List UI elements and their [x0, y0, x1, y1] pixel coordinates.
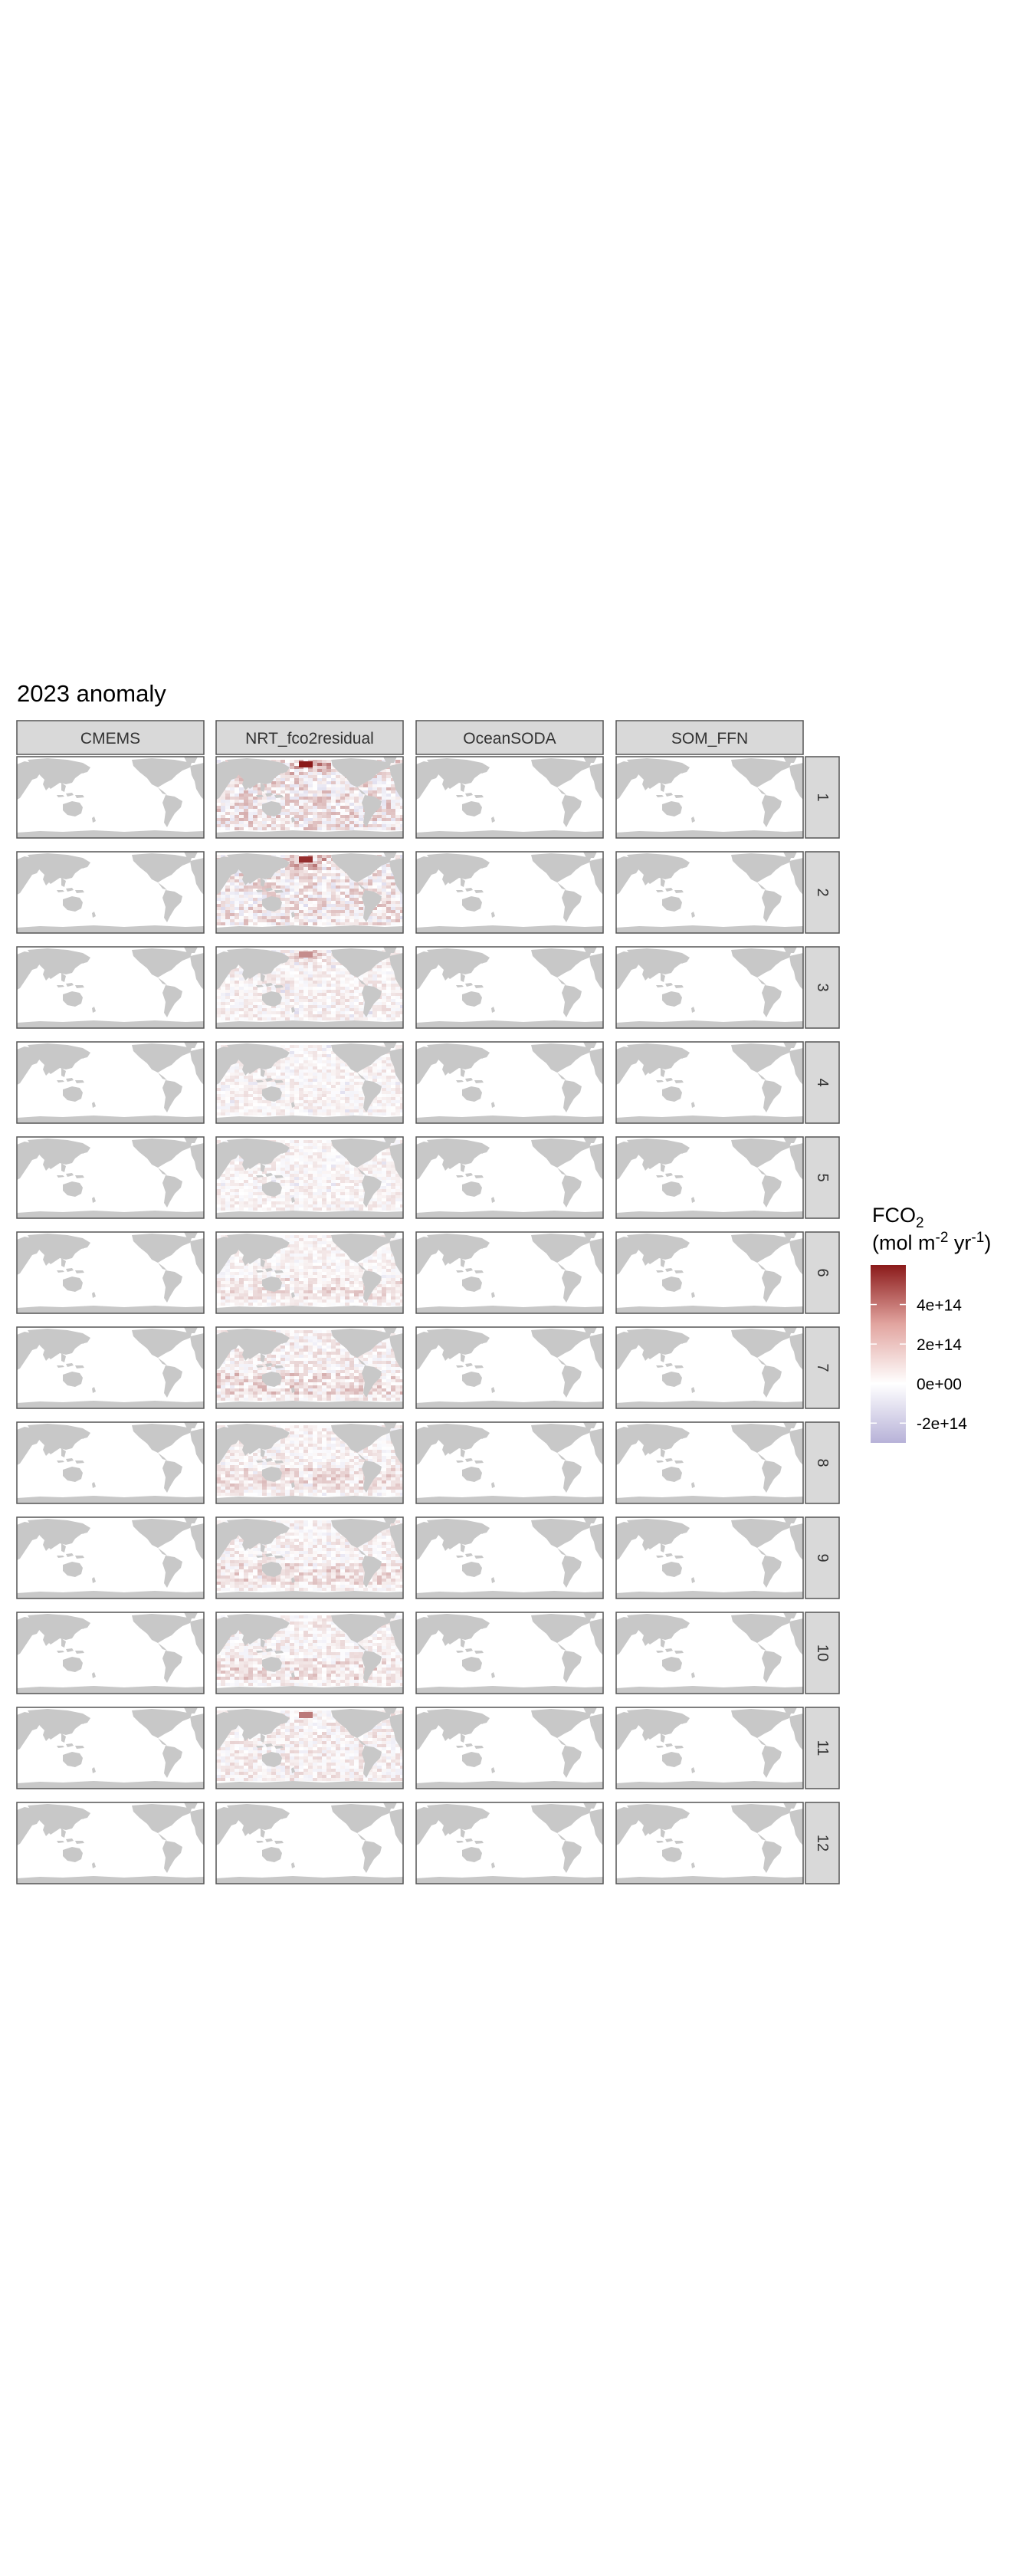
- map-panel-cmems-month-7: [16, 1326, 205, 1409]
- map-panel-cmems-month-11: [16, 1707, 205, 1789]
- facet-strip-month-10: 10: [805, 1612, 840, 1694]
- map-panel-oceansoda-month-11: [415, 1707, 604, 1789]
- anomaly-hotspot: [299, 761, 313, 767]
- anomaly-field: [216, 1045, 403, 1116]
- facet-row-label: 8: [814, 1458, 831, 1467]
- facet-strip-month-2: 2: [805, 851, 840, 934]
- map-panel-som_ffn-month-7: [615, 1326, 804, 1409]
- map-panel-som_ffn-month-10: [615, 1612, 804, 1694]
- facet-strip-month-4: 4: [805, 1041, 840, 1124]
- legend-tick-label: 2e+14: [917, 1336, 962, 1354]
- map-panel-som_ffn-month-9: [615, 1516, 804, 1599]
- facet-row-label: 6: [814, 1268, 831, 1276]
- map-panel-som_ffn-month-2: [615, 851, 804, 934]
- map-panel-nrt_fco2residual-month-8: [215, 1421, 404, 1504]
- facet-strip-som_ffn: SOM_FFN: [615, 720, 804, 755]
- map-panel-cmems-month-12: [16, 1802, 205, 1884]
- map-panel-cmems-month-9: [16, 1516, 205, 1599]
- legend-tick-label: 4e+14: [917, 1297, 962, 1315]
- facet-row-label: 7: [814, 1363, 831, 1372]
- facet-column-label: CMEMS: [80, 730, 140, 748]
- anomaly-hotspot: [299, 951, 313, 958]
- facet-strip-month-5: 5: [805, 1136, 840, 1219]
- facet-strip-oceansoda: OceanSODA: [415, 720, 604, 755]
- map-panel-som_ffn-month-5: [615, 1136, 804, 1219]
- map-panel-nrt_fco2residual-month-2: [215, 851, 404, 934]
- map-panel-cmems-month-1: [16, 756, 205, 839]
- map-panel-nrt_fco2residual-month-11: [215, 1707, 404, 1789]
- facet-strip-month-9: 9: [805, 1516, 840, 1599]
- facet-row-label: 1: [814, 793, 831, 801]
- facet-row-label: 10: [814, 1644, 831, 1661]
- facet-row-label: 2: [814, 888, 831, 896]
- facet-row-label: 9: [814, 1553, 831, 1562]
- color-legend: FCO2(mol m-2 yr-1) 4e+14 2e+14 0e+00 -2e+14: [871, 1204, 991, 1443]
- map-panel-som_ffn-month-3: [615, 946, 804, 1029]
- facet-strip-month-1: 1: [805, 756, 840, 839]
- facet-column-label: NRT_fco2residual: [245, 730, 374, 748]
- facet-row-label: 11: [814, 1740, 831, 1756]
- legend-tick-label: -2e+14: [917, 1415, 967, 1433]
- map-panel-cmems-month-6: [16, 1231, 205, 1314]
- map-panel-oceansoda-month-8: [415, 1421, 604, 1504]
- map-panel-nrt_fco2residual-month-9: [215, 1516, 404, 1599]
- facet-column-label: SOM_FFN: [671, 730, 748, 748]
- facet-column-label: OceanSODA: [463, 730, 556, 748]
- map-panel-cmems-month-5: [16, 1136, 205, 1219]
- facet-strip-month-12: 12: [805, 1802, 840, 1884]
- map-panel-som_ffn-month-11: [615, 1707, 804, 1789]
- map-panel-som_ffn-month-6: [615, 1231, 804, 1314]
- map-panel-oceansoda-month-9: [415, 1516, 604, 1599]
- facet-strip-month-6: 6: [805, 1231, 840, 1314]
- map-panel-som_ffn-month-4: [615, 1041, 804, 1124]
- facet-strip-month-3: 3: [805, 946, 840, 1029]
- facet-row-label: 3: [814, 983, 831, 991]
- map-panel-oceansoda-month-6: [415, 1231, 604, 1314]
- map-panel-nrt_fco2residual-month-12: [215, 1802, 404, 1884]
- map-panel-nrt_fco2residual-month-1: [215, 756, 404, 839]
- map-panel-nrt_fco2residual-month-5: [215, 1136, 404, 1219]
- map-panel-nrt_fco2residual-month-3: [215, 946, 404, 1029]
- map-panel-som_ffn-month-8: [615, 1421, 804, 1504]
- map-panel-oceansoda-month-4: [415, 1041, 604, 1124]
- map-panel-nrt_fco2residual-month-4: [215, 1041, 404, 1124]
- map-panel-nrt_fco2residual-month-10: [215, 1612, 404, 1694]
- map-panel-oceansoda-month-10: [415, 1612, 604, 1694]
- map-panel-cmems-month-10: [16, 1612, 205, 1694]
- anomaly-hotspot: [299, 856, 313, 863]
- map-panel-nrt_fco2residual-month-6: [215, 1231, 404, 1314]
- legend-tick-label: 0e+00: [917, 1376, 962, 1394]
- map-panel-oceansoda-month-5: [415, 1136, 604, 1219]
- map-panel-cmems-month-4: [16, 1041, 205, 1124]
- map-panel-oceansoda-month-7: [415, 1326, 604, 1409]
- facet-row-label: 4: [814, 1078, 831, 1086]
- map-panel-cmems-month-8: [16, 1421, 205, 1504]
- map-panel-oceansoda-month-2: [415, 851, 604, 934]
- facet-row-label: 5: [814, 1173, 831, 1181]
- chart-title: 2023 anomaly: [17, 680, 166, 707]
- map-panel-som_ffn-month-1: [615, 756, 804, 839]
- anomaly-hotspot: [299, 1712, 313, 1718]
- legend-unit: (mol m-2 yr-1): [872, 1230, 991, 1254]
- facet-strip-month-8: 8: [805, 1421, 840, 1504]
- legend-title: FCO2: [872, 1204, 924, 1231]
- facet-row-label: 12: [814, 1835, 831, 1852]
- map-panel-nrt_fco2residual-month-7: [215, 1326, 404, 1409]
- map-panel-oceansoda-month-12: [415, 1802, 604, 1884]
- facet-strip-month-7: 7: [805, 1326, 840, 1409]
- map-panel-oceansoda-month-1: [415, 756, 604, 839]
- facet-strip-cmems: CMEMS: [16, 720, 205, 755]
- map-panel-oceansoda-month-3: [415, 946, 604, 1029]
- facet-strip-nrt_fco2residual: NRT_fco2residual: [215, 720, 404, 755]
- map-panel-som_ffn-month-12: [615, 1802, 804, 1884]
- legend-colorbar: [871, 1265, 906, 1443]
- map-panel-cmems-month-3: [16, 946, 205, 1029]
- facet-strip-month-11: 11: [805, 1707, 840, 1789]
- map-panel-cmems-month-2: [16, 851, 205, 934]
